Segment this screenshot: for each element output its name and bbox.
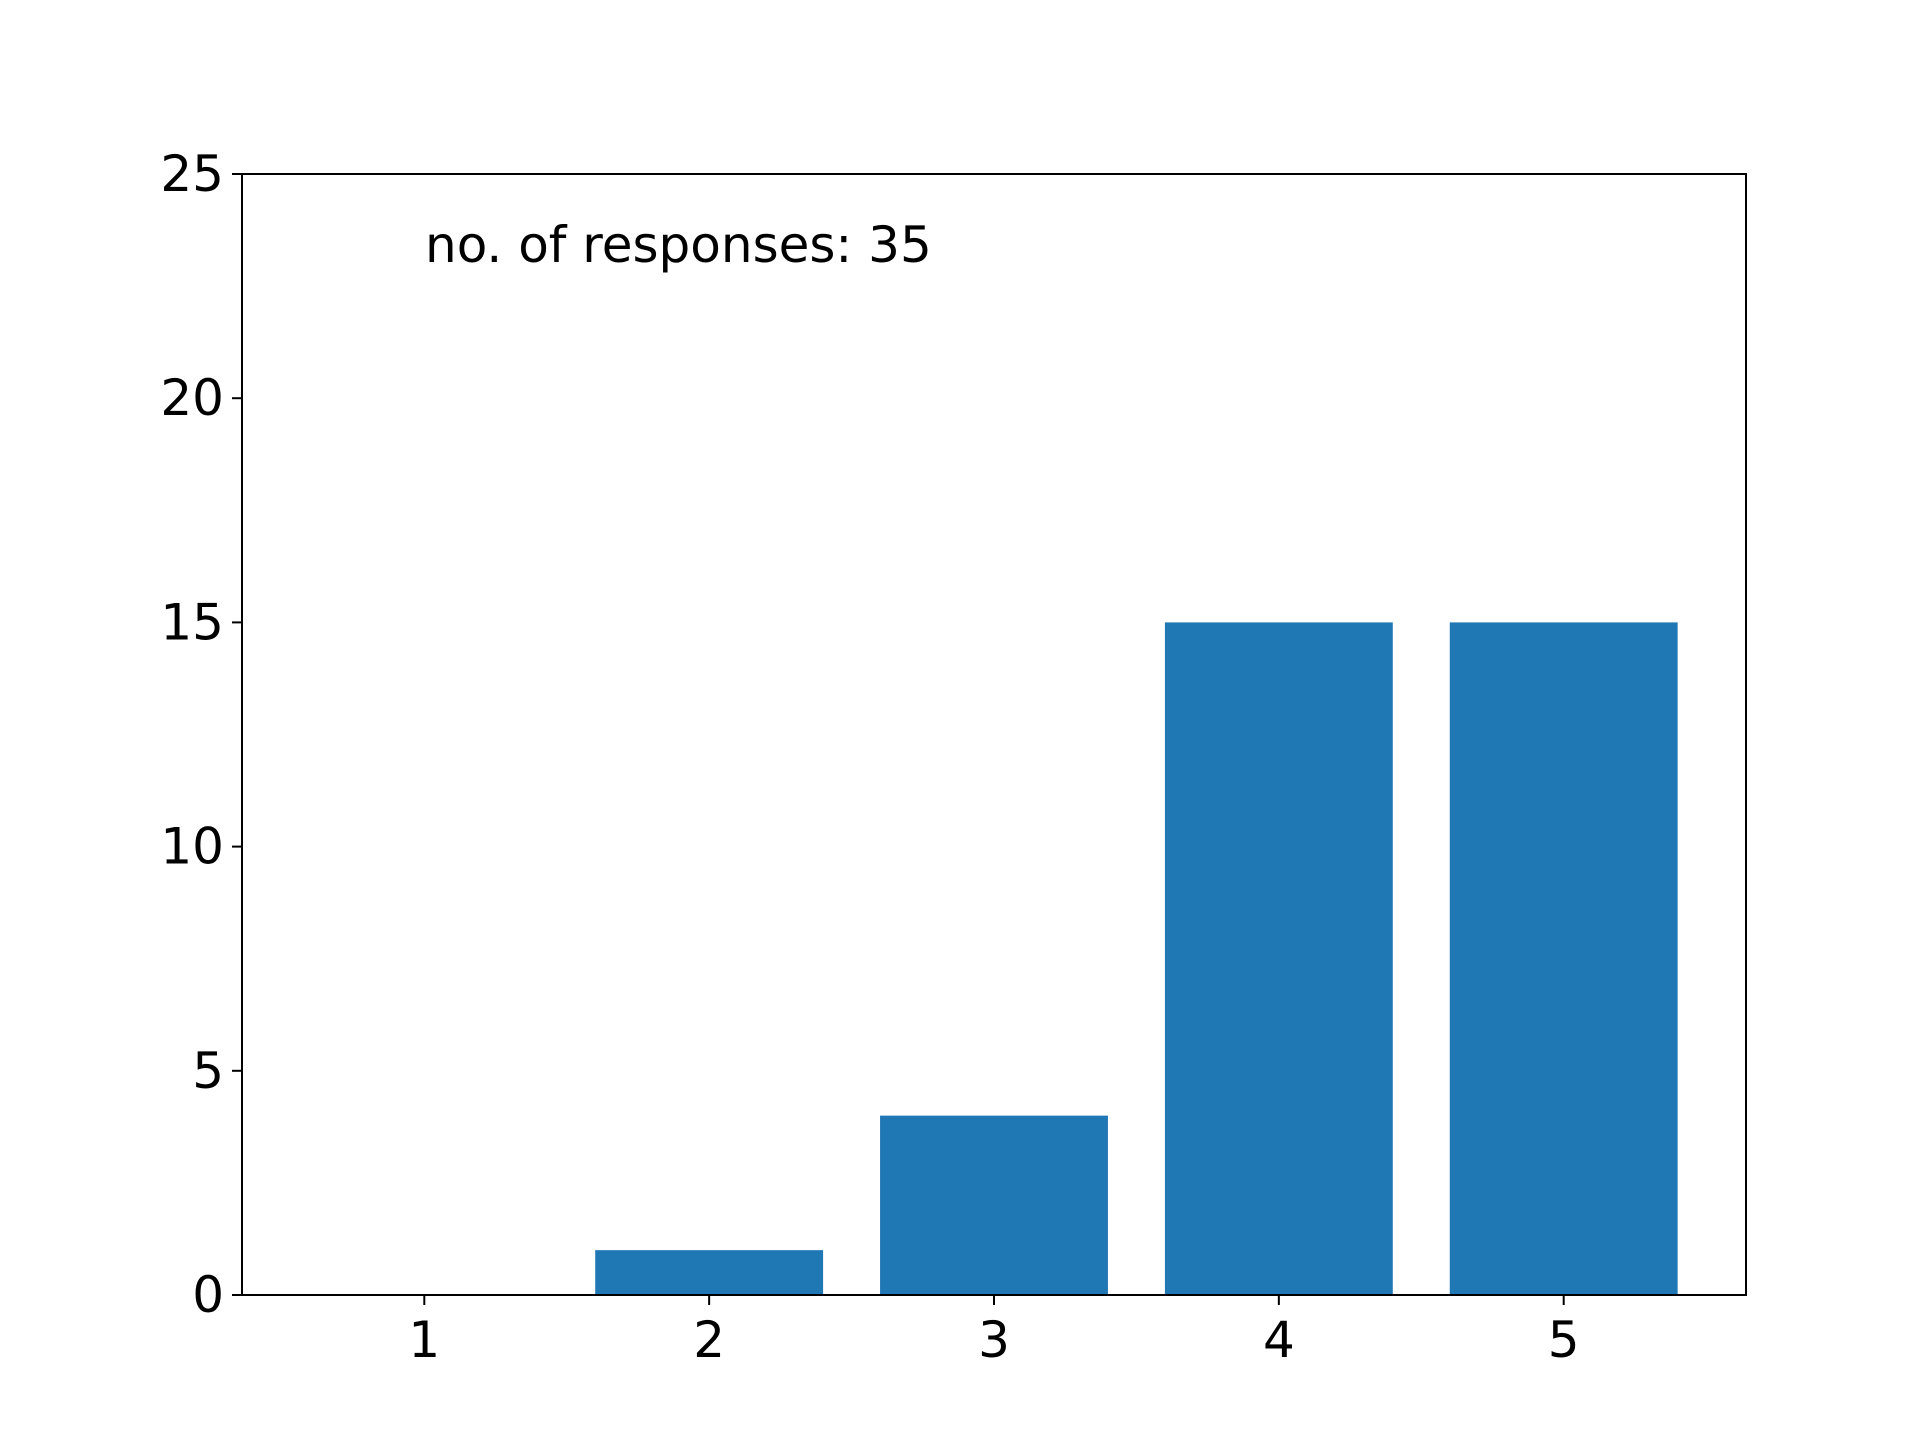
bar xyxy=(880,1115,1108,1295)
x-tick-label: 3 xyxy=(978,1311,1010,1369)
y-tick-label: 15 xyxy=(160,593,224,651)
bar xyxy=(1164,622,1393,1295)
annotation: no. of responses: 35 xyxy=(425,216,932,274)
x-tick-label: 4 xyxy=(1263,1311,1295,1369)
bar xyxy=(595,1250,824,1295)
x-tick-label: 1 xyxy=(408,1311,440,1369)
bar xyxy=(1449,622,1678,1295)
y-tick-label: 10 xyxy=(160,818,224,876)
y-tick-label: 5 xyxy=(192,1042,224,1100)
x-tick-label: 2 xyxy=(693,1311,725,1369)
plot-frame xyxy=(241,173,1747,1296)
y-tick-label: 25 xyxy=(160,145,224,203)
x-tick-label: 5 xyxy=(1548,1311,1580,1369)
y-tick-label: 20 xyxy=(160,369,224,427)
y-tick-label: 0 xyxy=(192,1266,224,1324)
